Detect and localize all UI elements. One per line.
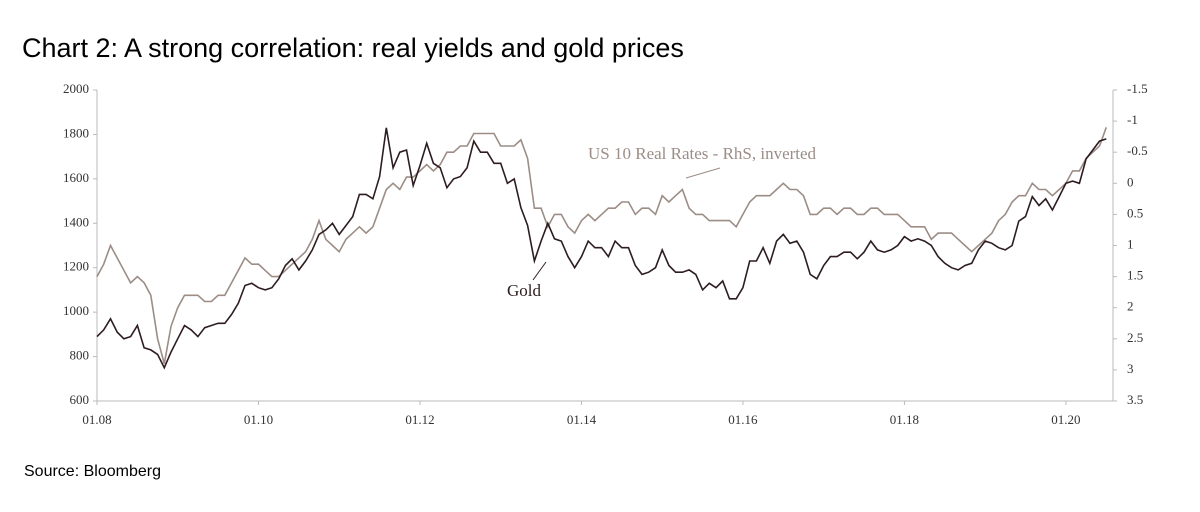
y2-tick-label: 3: [1127, 361, 1134, 376]
y-tick-label: 1200: [63, 259, 89, 274]
x-tick-label: 01.08: [82, 412, 111, 427]
annotation-leader: [532, 261, 547, 281]
x-tick-label: 01.18: [890, 412, 919, 427]
annotation: Gold: [507, 281, 542, 300]
annotation-leader: [685, 167, 721, 179]
y2-tick-label: 3.5: [1127, 392, 1143, 407]
y-tick-label: 1400: [63, 214, 89, 229]
y-tick-label: 800: [70, 348, 90, 363]
y2-tick-label: 0: [1127, 174, 1134, 189]
x-tick-label: 01.12: [405, 412, 434, 427]
source: Source: Bloomberg: [24, 463, 161, 480]
y-tick-label: 1000: [63, 303, 89, 318]
y2-tick-label: -1: [1127, 112, 1138, 127]
y2-tick-label: 2: [1127, 299, 1134, 314]
y2-tick-label: 1.5: [1127, 268, 1143, 283]
x-tick-label: 01.14: [567, 412, 597, 427]
annotation: US 10 Real Rates - RhS, inverted: [588, 144, 817, 163]
series-line: [96, 127, 1108, 364]
y2-tick-label: -1.5: [1127, 81, 1148, 96]
chart-title: Chart 2: A strong correlation: real yiel…: [22, 33, 684, 63]
x-tick-label: 01.16: [728, 412, 758, 427]
y2-tick-label: 2.5: [1127, 330, 1143, 345]
y-tick-label: 1800: [63, 125, 89, 140]
y2-tick-label: 1: [1127, 236, 1134, 251]
x-tick-label: 01.10: [244, 412, 273, 427]
y2-tick-label: -0.5: [1127, 143, 1148, 158]
y-tick-label: 1600: [63, 170, 89, 185]
series-line: [96, 127, 1107, 370]
x-tick-label: 01.20: [1051, 412, 1080, 427]
y-tick-label: 600: [70, 392, 90, 407]
y2-tick-label: 0.5: [1127, 205, 1143, 220]
y-tick-label: 2000: [63, 81, 89, 96]
